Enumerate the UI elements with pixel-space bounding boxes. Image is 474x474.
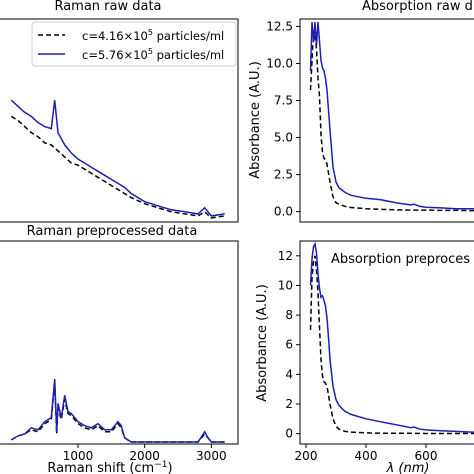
xtick-label-raman-pre: 2000 bbox=[129, 449, 160, 463]
ytick-label-absorption-raw: 12.5 bbox=[266, 19, 293, 33]
ytick-label-absorption-pre: 0 bbox=[285, 427, 293, 441]
series-line-raman-pre-1 bbox=[10, 383, 225, 443]
title-absorption-raw: Absorption raw d bbox=[362, 0, 473, 14]
ytick-label-absorption-pre: 4 bbox=[285, 367, 293, 381]
ytick-label-absorption-pre: 8 bbox=[285, 308, 293, 322]
legend-box bbox=[31, 21, 237, 67]
xlabel-absorption: λ (nm) bbox=[386, 461, 430, 474]
axes-raman-pre bbox=[0, 240, 239, 445]
ytick-label-absorption-pre: 2 bbox=[285, 397, 293, 411]
xtick-label-raman-pre: 1000 bbox=[63, 449, 94, 463]
series-line-raman-raw-2 bbox=[10, 99, 225, 217]
ytick-label-absorption-raw: 0.0 bbox=[274, 205, 293, 219]
legend: c=4.16×105 particles/ml c=5.76×105 parti… bbox=[31, 21, 237, 67]
xtick-label-absorption-pre: 200 bbox=[295, 449, 318, 463]
series-line-raman-pre-2 bbox=[10, 378, 225, 443]
series-line-absorption-pre-2 bbox=[309, 241, 474, 433]
axes-absorption-pre bbox=[299, 240, 474, 445]
ytick-label-absorption-raw: 2.5 bbox=[274, 168, 293, 182]
ytick-label-absorption-pre: 10 bbox=[278, 278, 293, 292]
title-raman-raw: Raman raw data bbox=[54, 0, 161, 14]
ylabel-absorption-raw: Absorbance (A.U.) bbox=[248, 61, 263, 179]
ylabel-absorption-pre: Absorbance (A.U.) bbox=[255, 284, 270, 402]
axes-raman-raw bbox=[0, 18, 239, 223]
series-line-raman-raw-1 bbox=[10, 115, 225, 219]
ytick-label-absorption-pre: 12 bbox=[278, 249, 293, 263]
xtick-label-raman-pre: 3000 bbox=[196, 449, 227, 463]
series-line-absorption-raw-1 bbox=[309, 30, 474, 212]
series-line-absorption-pre-1 bbox=[309, 255, 474, 435]
xlabel-raman: Raman shift (cm−1) bbox=[47, 460, 172, 474]
ytick-label-absorption-raw: 5.0 bbox=[274, 131, 293, 145]
ytick-label-absorption-raw: 7.5 bbox=[274, 93, 293, 107]
title-absorption-pre: Absorption preproces bbox=[331, 252, 470, 267]
ytick-label-absorption-pre: 6 bbox=[285, 338, 293, 352]
axes-absorption-raw bbox=[299, 18, 474, 223]
legend-label-series2: c=5.76×105 particles/ml bbox=[82, 47, 224, 62]
xtick-label-absorption-pre: 600 bbox=[415, 449, 438, 463]
title-raman-pre: Raman preprocessed data bbox=[27, 224, 198, 239]
legend-label-series1: c=4.16×105 particles/ml bbox=[82, 28, 224, 43]
ytick-label-absorption-raw: 10.0 bbox=[266, 56, 293, 70]
xtick-label-absorption-pre: 400 bbox=[355, 449, 378, 463]
series-line-absorption-raw-2 bbox=[309, 21, 474, 210]
